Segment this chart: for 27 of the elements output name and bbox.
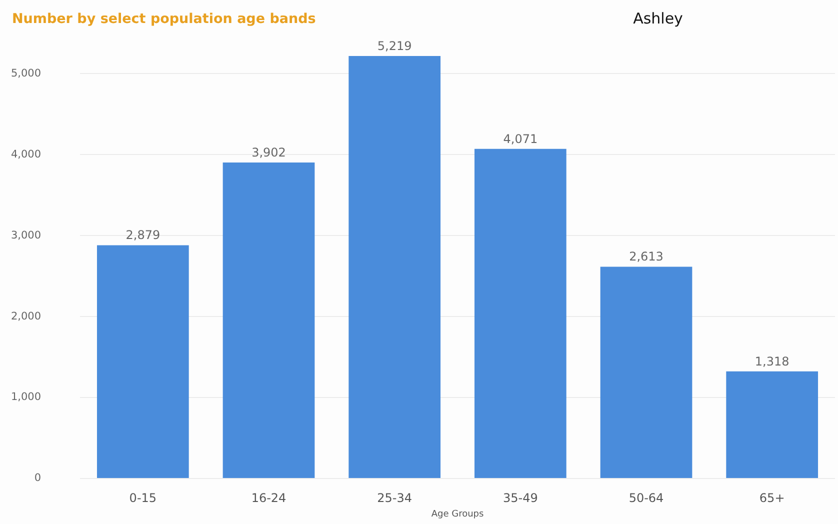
data-label: 2,613: [629, 250, 664, 264]
chart-subtitle: Ashley: [633, 10, 684, 28]
data-label: 3,902: [252, 145, 286, 160]
x-tick-label: 65+: [759, 491, 785, 505]
bar: [348, 56, 441, 478]
y-tick-label: 5,000: [10, 68, 41, 80]
bar: [222, 162, 315, 478]
y-tick-label: 4,000: [10, 148, 41, 161]
data-label: 5,219: [377, 39, 412, 53]
x-axis-title: Age Groups: [431, 510, 484, 520]
y-tick-label: 3,000: [10, 229, 41, 242]
chart-title: Number by select population age bands: [12, 11, 316, 27]
x-tick-label: 50-64: [628, 491, 664, 505]
y-tick-label: 2,000: [10, 310, 41, 322]
y-tick-label: 0: [34, 472, 41, 484]
x-tick-label: 16-24: [251, 491, 286, 505]
data-label: 4,071: [503, 132, 538, 146]
x-tick-label: 0-15: [129, 491, 157, 505]
bar: [726, 371, 818, 478]
data-label: 2,879: [126, 228, 160, 242]
x-tick-label: 25-34: [377, 491, 412, 505]
bar: [474, 148, 566, 478]
x-tick-label: 35-49: [502, 491, 538, 505]
bar: [600, 266, 692, 478]
bar: [96, 245, 189, 478]
y-tick-label: 1,000: [10, 391, 41, 404]
data-label: 1,318: [754, 354, 790, 368]
